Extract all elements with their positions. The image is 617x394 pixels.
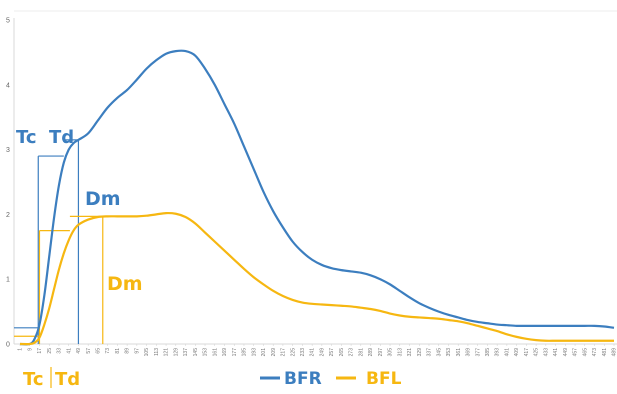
x-tick-label: 289 [368, 348, 374, 357]
x-tick-label: 385 [485, 348, 491, 357]
x-tick-label: 73 [105, 348, 111, 354]
x-tick-label: 1 [18, 348, 24, 351]
x-tick-label: 481 [602, 348, 608, 357]
x-tick-label: 209 [271, 348, 277, 357]
x-tick-label: 9 [27, 348, 33, 351]
x-tick-label: 393 [495, 348, 501, 357]
y-tick-label: 5 [6, 18, 10, 25]
x-tick-label: 105 [144, 348, 150, 357]
x-tick-label: 345 [436, 348, 442, 357]
x-tick-label: 81 [115, 348, 121, 354]
x-tick-label: 321 [407, 348, 413, 357]
y-tick-label: 0 [6, 342, 10, 349]
x-tick-label: 353 [446, 348, 452, 357]
x-tick-label: 313 [397, 348, 403, 357]
legend: BFR BFL [260, 369, 402, 389]
x-tick-label: 49 [76, 348, 82, 354]
x-tick-label: 417 [524, 348, 530, 357]
y-tick-label: 1 [6, 277, 10, 284]
annotation-lines [14, 139, 104, 344]
x-tick-label: 465 [582, 348, 588, 357]
y-axis: 0 1 2 3 4 5 [6, 18, 15, 349]
annotation-td-label: Td [55, 369, 80, 390]
x-tick-label: 441 [553, 348, 559, 357]
x-tick-label: 281 [358, 348, 364, 357]
x-tick-label: 137 [183, 348, 189, 357]
x-axis: 1 9 17 25 33 41 49 57 65 73 81 89 97 105 113 121 129 137 1… [14, 343, 617, 357]
series-group [19, 49, 615, 346]
y-tick-label: 4 [6, 82, 10, 89]
x-tick-label: 217 [281, 348, 287, 357]
x-tick-label: 113 [154, 348, 160, 356]
x-tick-label: 145 [193, 348, 199, 357]
legend-label: BFR [284, 369, 322, 389]
x-tick-label: 161 [212, 348, 218, 357]
x-tick-label: 57 [86, 348, 92, 354]
series-line-bfr [19, 49, 615, 346]
series-line-bfl [19, 211, 614, 346]
x-tick-label: 361 [456, 348, 462, 357]
x-tick-label: 241 [310, 348, 316, 357]
x-tick-label: 249 [319, 348, 325, 357]
x-tick-label: 129 [173, 348, 179, 357]
x-tick-label: 297 [378, 348, 384, 357]
x-tick-label: 305 [388, 348, 394, 357]
x-tick-label: 153 [203, 348, 209, 357]
x-tick-label: 25 [47, 348, 53, 354]
x-tick-label: 17 [37, 348, 43, 354]
annotation-tc-label: Tc [16, 127, 37, 148]
x-tick-label: 401 [504, 348, 510, 357]
annotation-dm-label: Dm [85, 188, 121, 210]
annotation-labels: Tc Td Dm Dm Tc Td [16, 127, 143, 390]
x-tick-label: 265 [339, 348, 345, 357]
x-tick-label: 369 [466, 348, 472, 357]
x-tick-label: 65 [96, 348, 102, 354]
y-tick-label: 3 [6, 147, 10, 154]
x-tick-label: 169 [222, 348, 228, 357]
x-tick-label: 473 [592, 348, 598, 357]
x-tick-label: 457 [573, 348, 579, 357]
annotation-tc-label: Tc [23, 369, 44, 390]
x-tick-label: 233 [300, 348, 306, 357]
x-tick-label: 201 [261, 348, 267, 357]
x-tick-label: 409 [514, 348, 520, 357]
x-tick-label: 329 [417, 348, 423, 357]
x-tick-label: 121 [164, 348, 170, 357]
x-tick-label: 89 [125, 348, 131, 354]
x-tick-label: 225 [290, 348, 296, 357]
x-tick-label: 433 [543, 348, 549, 357]
y-tick-label: 2 [6, 212, 10, 219]
x-tick-label: 257 [329, 348, 335, 357]
legend-label: BFL [366, 369, 402, 389]
x-tick-label: 41 [66, 348, 72, 354]
annotation-dm-label: Dm [107, 273, 143, 295]
x-tick-label: 337 [427, 348, 433, 357]
x-tick-label: 273 [349, 348, 355, 357]
x-tick-label: 489 [612, 348, 617, 357]
x-tick-label: 97 [134, 348, 140, 354]
x-tick-label: 425 [534, 348, 540, 357]
x-tick-label: 177 [232, 348, 238, 357]
x-tick-label: 449 [563, 348, 569, 357]
x-tick-label: 377 [475, 348, 481, 357]
x-tick-label: 193 [251, 348, 257, 357]
x-tick-label: 33 [57, 348, 63, 354]
x-tick-label: 185 [242, 348, 248, 357]
annotation-td-label: Td [49, 127, 74, 148]
